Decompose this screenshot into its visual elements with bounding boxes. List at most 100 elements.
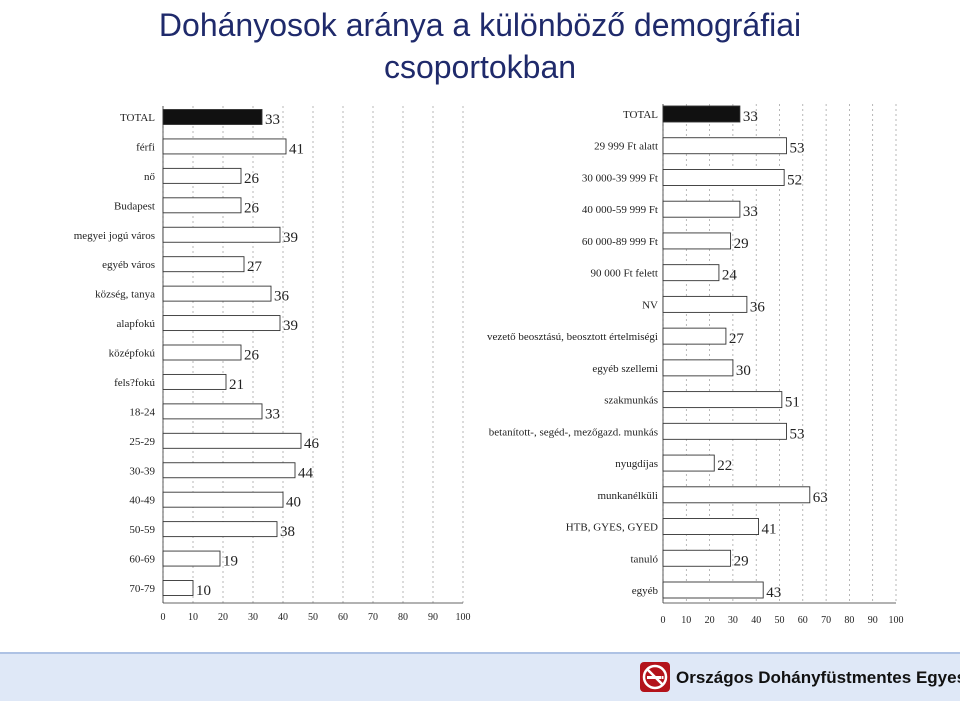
left-bar bbox=[162, 285, 272, 302]
right-x-tick-label: 50 bbox=[775, 615, 785, 626]
right-value-label: 33 bbox=[743, 109, 758, 125]
right-x-tick-label: 30 bbox=[728, 615, 738, 626]
right-value-label: 41 bbox=[762, 522, 777, 538]
left-value-label: 27 bbox=[247, 259, 263, 275]
left-category-label: nő bbox=[144, 171, 156, 183]
right-category-label: TOTAL bbox=[623, 109, 658, 121]
left-bar bbox=[162, 373, 227, 390]
left-bar bbox=[162, 521, 278, 538]
left-x-tick-label: 100 bbox=[456, 612, 471, 623]
left-x-tick-label: 80 bbox=[398, 612, 408, 623]
left-x-tick-label: 20 bbox=[218, 612, 228, 623]
right-category-label: 90 000 Ft felett bbox=[590, 268, 658, 280]
right-category-label: 40 000-59 999 Ft bbox=[582, 204, 658, 216]
left-bar bbox=[162, 256, 245, 273]
left-category-label: 30-39 bbox=[129, 465, 155, 477]
footer-bar bbox=[0, 652, 960, 701]
page-title: Dohányosok aránya a különböző demográfia… bbox=[60, 4, 900, 88]
left-value-label: 10 bbox=[196, 583, 211, 599]
no-smoking-icon bbox=[640, 662, 670, 692]
right-category-label: 30 000-39 999 Ft bbox=[582, 172, 658, 184]
left-value-label: 36 bbox=[274, 289, 290, 305]
right-category-label: vezető beosztású, beosztott értelmiségi bbox=[487, 331, 658, 343]
left-value-label: 26 bbox=[244, 348, 260, 364]
left-value-label: 39 bbox=[283, 318, 298, 334]
right-category-label: HTB, GYES, GYED bbox=[566, 522, 658, 534]
right-bar bbox=[662, 581, 764, 599]
right-bar bbox=[662, 232, 732, 250]
footer-organization: Országos Dohányfüstmentes Egyesület bbox=[676, 668, 960, 687]
right-bar bbox=[662, 137, 787, 155]
left-category-label: község, tanya bbox=[95, 289, 155, 301]
right-x-tick-label: 80 bbox=[844, 615, 854, 626]
left-value-label: 41 bbox=[289, 141, 304, 157]
left-value-label: 26 bbox=[244, 171, 260, 187]
left-value-label: 26 bbox=[244, 200, 260, 216]
left-value-label: 33 bbox=[265, 406, 280, 422]
left-bar bbox=[162, 432, 302, 449]
right-value-label: 53 bbox=[789, 141, 804, 157]
left-category-label: egyéb város bbox=[102, 259, 155, 271]
demographic-bar-chart: 0 10 20 30 40 50 60 70 80 90 100 TOTAL 33 férfi 41 nő 26… bbox=[74, 106, 471, 623]
left-x-tick-label: 60 bbox=[338, 612, 348, 623]
right-bar bbox=[662, 486, 811, 504]
right-value-label: 22 bbox=[717, 458, 732, 474]
left-category-label: 25-29 bbox=[129, 436, 155, 448]
right-value-label: 43 bbox=[766, 585, 781, 601]
right-category-label: 60 000-89 999 Ft bbox=[582, 236, 658, 248]
left-bar bbox=[162, 109, 263, 125]
right-category-label: nyugdíjas bbox=[615, 458, 658, 470]
right-value-label: 30 bbox=[736, 363, 751, 379]
left-x-tick-label: 70 bbox=[368, 612, 378, 623]
left-category-label: 70-79 bbox=[129, 583, 155, 595]
left-bar bbox=[162, 550, 221, 567]
right-value-label: 52 bbox=[787, 172, 802, 188]
right-category-label: munkanélküli bbox=[598, 490, 659, 502]
right-category-label: tanuló bbox=[631, 553, 659, 565]
right-bar bbox=[662, 105, 741, 123]
left-category-label: középfokú bbox=[109, 348, 156, 360]
left-value-label: 21 bbox=[229, 377, 244, 393]
right-bar bbox=[662, 391, 783, 409]
right-value-label: 53 bbox=[789, 426, 804, 442]
right-value-label: 24 bbox=[722, 268, 738, 284]
left-value-label: 33 bbox=[265, 112, 280, 128]
right-x-tick-label: 0 bbox=[661, 615, 666, 626]
left-bar bbox=[162, 138, 287, 155]
right-x-tick-label: 70 bbox=[821, 615, 831, 626]
left-bar bbox=[162, 462, 296, 479]
left-x-tick-label: 50 bbox=[308, 612, 318, 623]
left-value-label: 40 bbox=[286, 495, 301, 511]
title-line-1: Dohányosok aránya a különböző demográfia… bbox=[158, 7, 802, 43]
right-category-label: NV bbox=[642, 299, 658, 311]
left-value-label: 19 bbox=[223, 554, 238, 570]
right-category-label: szakmunkás bbox=[604, 395, 658, 407]
right-value-label: 29 bbox=[734, 236, 749, 252]
right-x-tick-label: 100 bbox=[889, 615, 904, 626]
right-bar bbox=[662, 169, 785, 186]
right-bar bbox=[662, 200, 741, 218]
right-value-label: 29 bbox=[734, 553, 749, 569]
left-bar bbox=[162, 197, 242, 214]
right-value-label: 33 bbox=[743, 204, 758, 220]
right-bar bbox=[662, 518, 759, 535]
left-bar bbox=[162, 491, 284, 508]
right-bar bbox=[662, 264, 720, 282]
left-value-label: 44 bbox=[298, 465, 314, 481]
left-value-label: 46 bbox=[304, 436, 320, 452]
right-x-tick-label: 90 bbox=[868, 615, 878, 626]
left-value-label: 39 bbox=[283, 230, 298, 246]
right-bar bbox=[662, 359, 734, 377]
left-x-tick-label: 30 bbox=[248, 612, 258, 623]
left-category-label: megyei jogú város bbox=[74, 230, 155, 242]
left-bar bbox=[162, 580, 194, 596]
right-bar bbox=[662, 295, 748, 313]
left-bar bbox=[162, 226, 281, 243]
left-category-label: TOTAL bbox=[120, 112, 155, 124]
left-bar bbox=[162, 344, 242, 361]
left-x-tick-label: 90 bbox=[428, 612, 438, 623]
title-line-2: csoportokban bbox=[383, 49, 577, 85]
right-bar bbox=[662, 454, 715, 472]
left-category-label: 50-59 bbox=[129, 524, 155, 536]
